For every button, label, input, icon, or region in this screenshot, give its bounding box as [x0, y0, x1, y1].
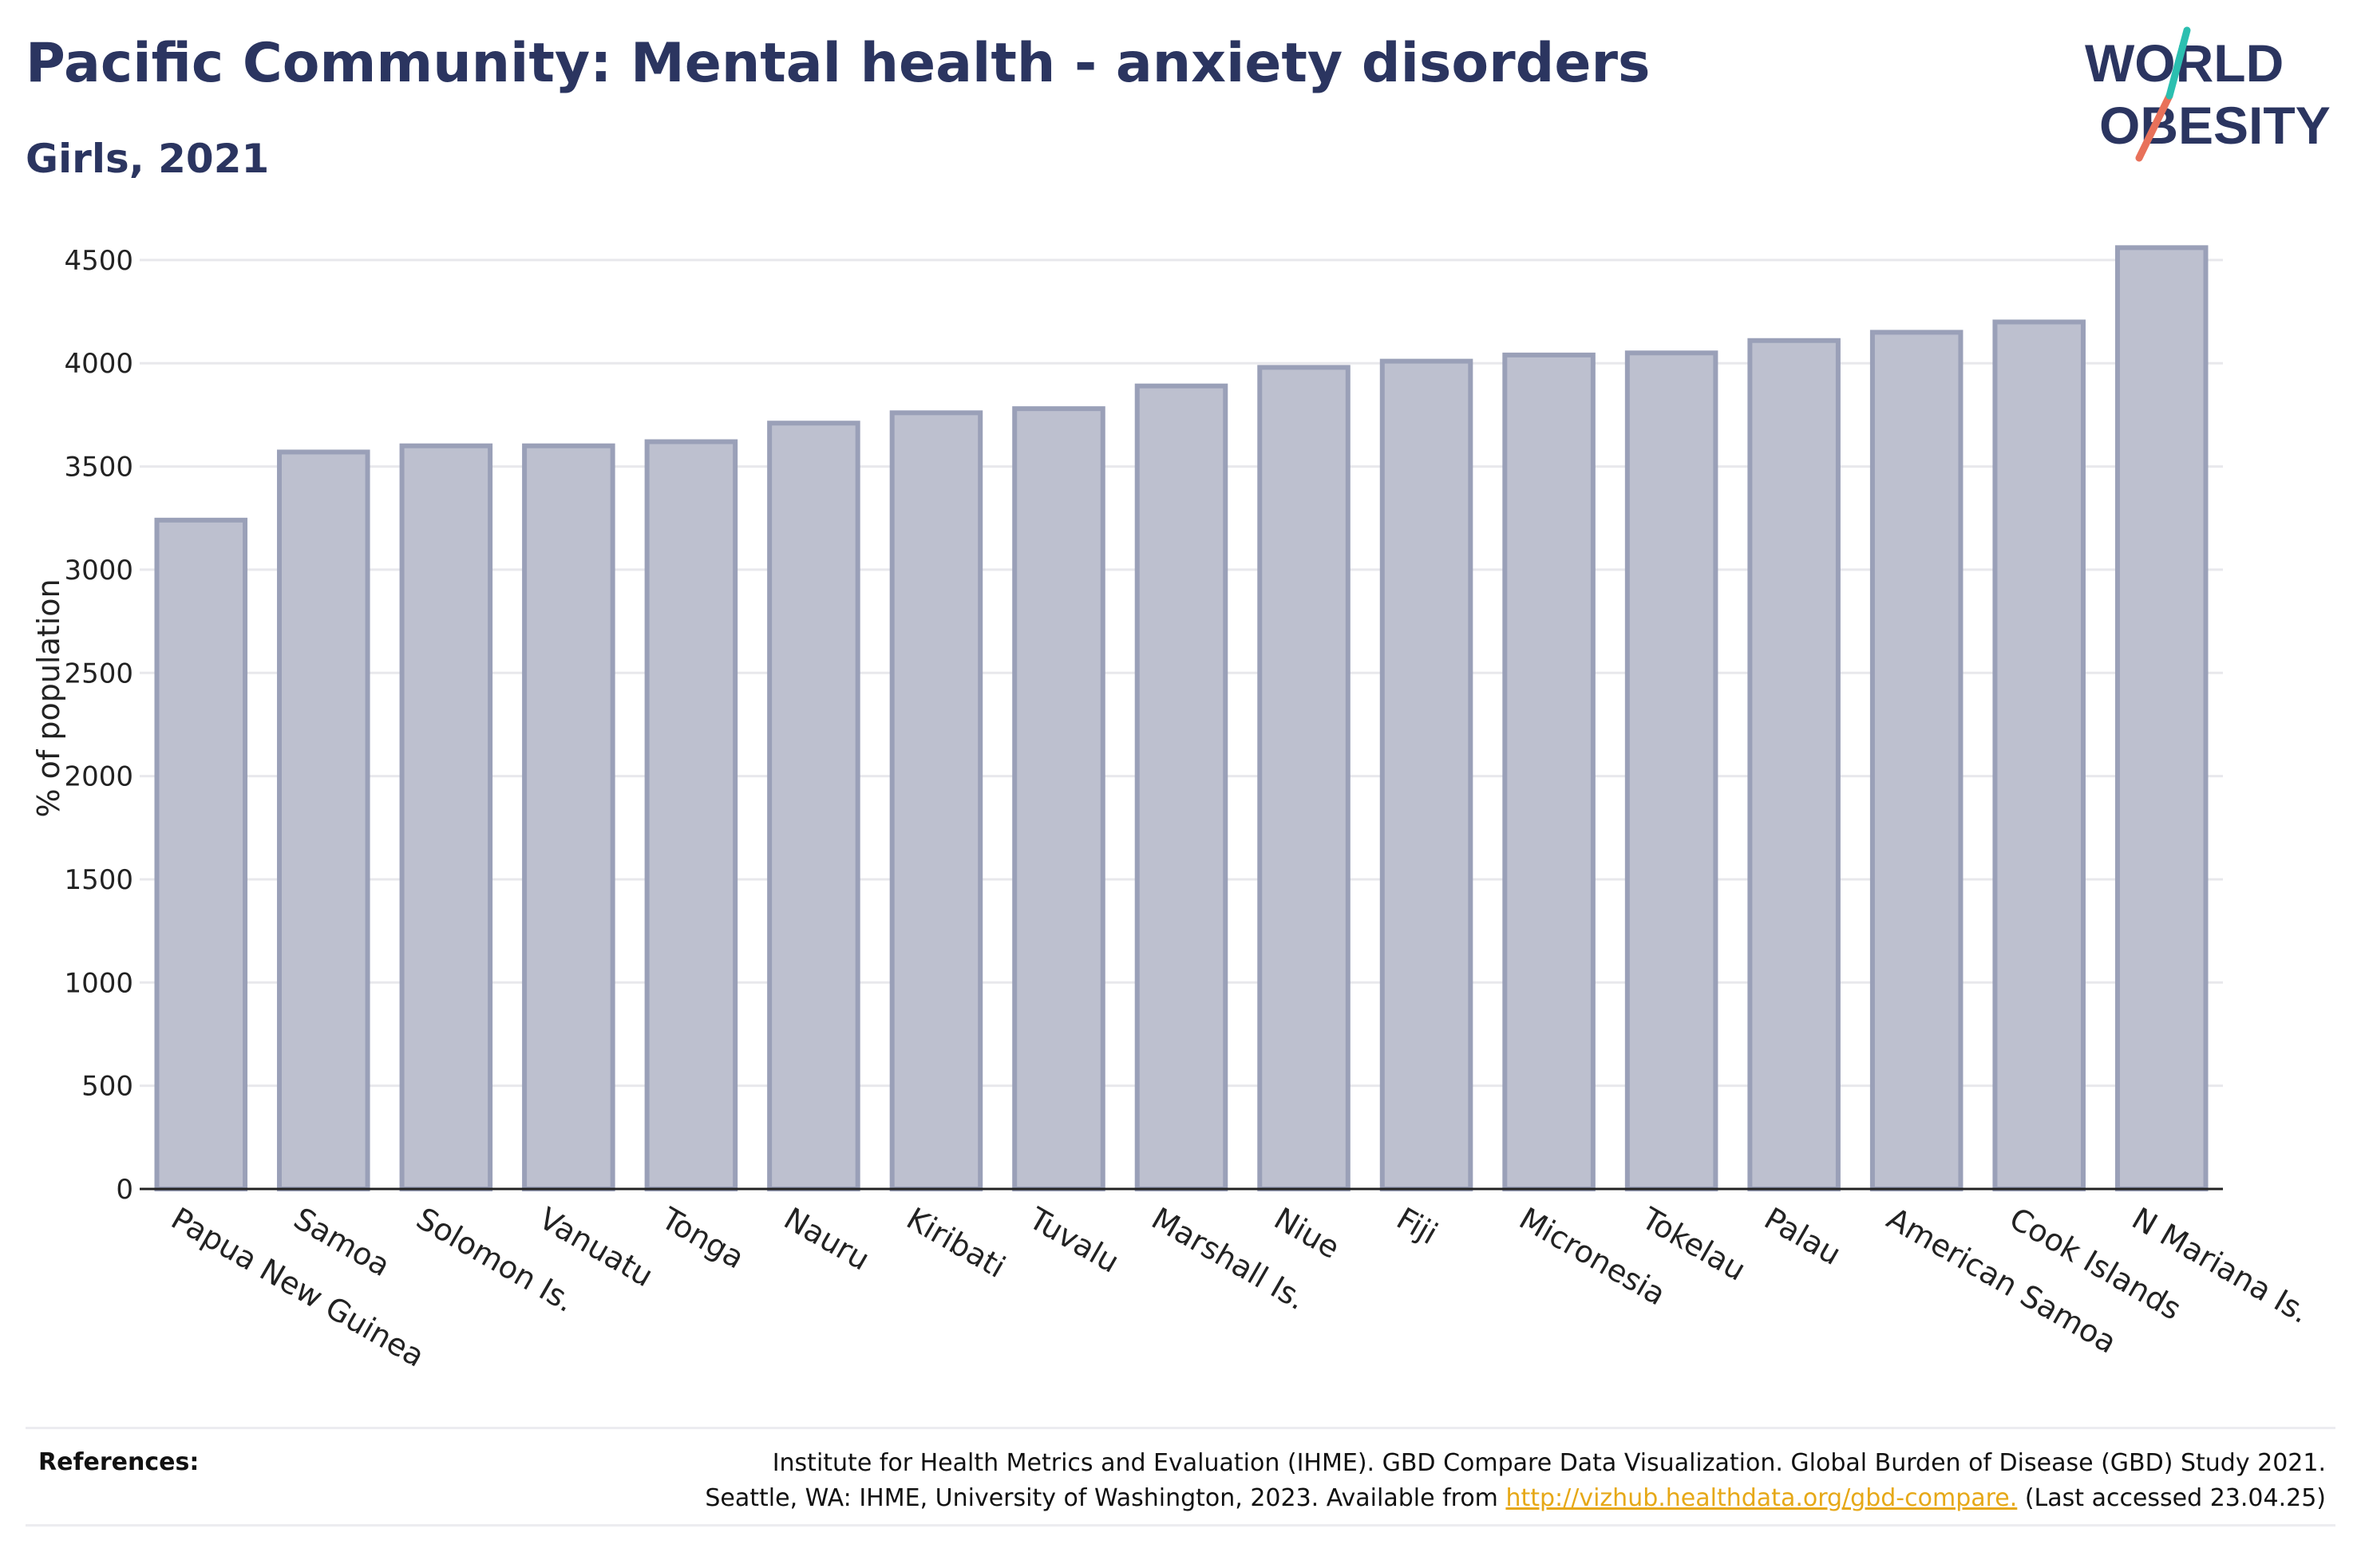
bar-n-mariana-is — [2114, 245, 2209, 1192]
y-tick-label: 2000 — [64, 761, 133, 793]
references-line-1: Institute for Health Metrics and Evaluat… — [772, 1449, 2326, 1477]
bar-palau — [1747, 338, 1841, 1191]
references-bottom-divider — [26, 1524, 2335, 1527]
references-top-divider — [26, 1427, 2335, 1429]
bar-chart: 0 500 1000 1500 2000 2500 3000 3500 4000 4500 % of… — [31, 245, 2316, 1374]
x-tick-label: Fiji — [1391, 1201, 1444, 1251]
bar-nauru — [767, 421, 860, 1191]
bar-american-samoa — [1869, 330, 1964, 1191]
references-line-2: Seattle, WA: IHME, University of Washing… — [705, 1481, 2326, 1516]
y-tick-label: 1000 — [64, 967, 133, 999]
logo-slash-coral — [2135, 92, 2173, 162]
bar-papua-new-guinea — [154, 517, 248, 1191]
y-axis-title: % of population — [31, 579, 66, 817]
bar-solomon-is — [399, 443, 493, 1191]
world-obesity-logo: WORLD OBESITY — [2085, 26, 2331, 162]
y-tick-label: 2500 — [64, 658, 133, 689]
bar-marshall-is — [1134, 383, 1228, 1192]
y-tick-label: 0 — [116, 1174, 133, 1206]
x-tick-label: Niue — [1268, 1201, 1346, 1266]
bar-cook-islands — [1992, 319, 2086, 1191]
logo-line-2: OBESITY — [2099, 96, 2331, 155]
bar-tuvalu — [1012, 406, 1105, 1191]
y-tick-label: 3500 — [64, 452, 133, 484]
y-tick-label: 500 — [81, 1071, 133, 1103]
bar-tokelau — [1624, 350, 1718, 1192]
x-tick-label: Palau — [1758, 1201, 1847, 1272]
references-line-2-prefix: Seattle, WA: IHME, University of Washing… — [705, 1484, 1506, 1512]
x-tick-label: American Samoa — [1881, 1201, 2122, 1361]
y-tick-label: 1500 — [64, 864, 133, 896]
references-link[interactable]: http://vizhub.healthdata.org/gbd-compare… — [1505, 1484, 2018, 1512]
bar-kiribati — [889, 410, 983, 1191]
references-label: References: — [38, 1448, 200, 1476]
bar-micronesia — [1502, 352, 1596, 1192]
bar-tonga — [644, 439, 738, 1191]
y-tick-label: 4000 — [64, 348, 133, 380]
y-tick-label: 3000 — [64, 555, 133, 587]
bar-niue — [1257, 365, 1351, 1191]
x-tick-label: Tonga — [655, 1200, 750, 1275]
references-text: Institute for Health Metrics and Evaluat… — [705, 1446, 2326, 1516]
references-line-2-suffix: (Last accessed 23.04.25) — [2017, 1484, 2326, 1512]
x-tick-label: Kiribati — [900, 1201, 1011, 1285]
x-tick-label: Nauru — [778, 1201, 876, 1278]
bar-samoa — [277, 449, 370, 1191]
bar-vanuatu — [522, 443, 615, 1191]
x-tick-label: Tuvalu — [1022, 1200, 1125, 1280]
chart-title: Pacific Community: Mental health - anxie… — [26, 32, 1651, 95]
chart-subtitle: Girls, 2021 — [26, 136, 270, 182]
bar-fiji — [1379, 358, 1473, 1191]
y-tick-label: 4500 — [64, 245, 133, 277]
logo-slash-teal — [2165, 26, 2191, 100]
